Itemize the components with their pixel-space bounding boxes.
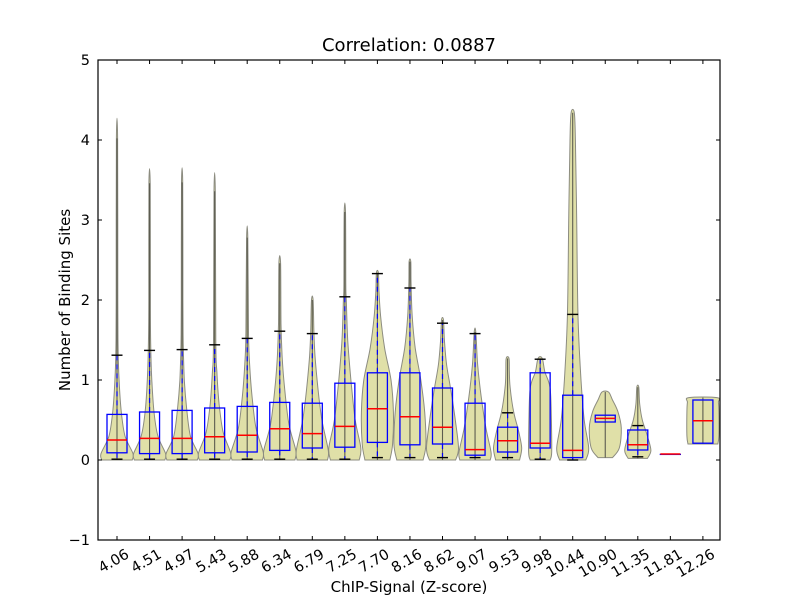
x-tick-label: 8.62 — [422, 547, 458, 577]
chart-title: Correlation: 0.0887 — [322, 35, 496, 56]
x-tick-label: 5.43 — [194, 547, 230, 577]
y-tick-label: 4 — [81, 133, 90, 149]
x-tick-label: 7.25 — [324, 547, 360, 577]
x-tick-label: 12.26 — [674, 547, 718, 582]
y-tick-label: −1 — [69, 533, 90, 549]
x-tick-label: 6.34 — [259, 547, 295, 577]
box — [171, 409, 193, 455]
box — [431, 387, 454, 445]
box — [692, 399, 714, 444]
x-tick-label: 9.07 — [454, 547, 490, 577]
axes-layer: 4.064.514.975.435.886.346.797.257.708.16… — [69, 53, 721, 582]
y-tick-label: 5 — [81, 53, 90, 69]
box — [334, 382, 356, 448]
boxplots-layer — [106, 272, 714, 461]
box — [562, 394, 584, 459]
x-tick-label: 4.97 — [161, 547, 197, 577]
violins-layer — [100, 108, 721, 461]
box — [399, 372, 421, 446]
x-tick-label: 9.53 — [487, 547, 523, 577]
box — [301, 402, 323, 449]
y-tick-label: 2 — [81, 293, 90, 309]
x-tick-label: 6.79 — [291, 547, 327, 577]
y-tick-label: 1 — [81, 373, 90, 389]
box — [366, 372, 389, 444]
x-tick-label: 7.70 — [356, 547, 392, 577]
box — [203, 407, 226, 454]
box — [496, 426, 519, 453]
x-tick-label: 5.88 — [226, 547, 262, 577]
x-tick-label: 8.16 — [389, 547, 425, 577]
box — [627, 429, 649, 451]
x-axis-label: ChIP-Signal (Z-score) — [331, 578, 488, 596]
box — [236, 405, 258, 453]
x-tick-label: 4.06 — [96, 547, 132, 577]
box — [464, 402, 486, 456]
box — [269, 401, 291, 452]
y-tick-label: 3 — [81, 213, 90, 229]
box — [529, 372, 551, 449]
y-tick-label: 0 — [81, 453, 90, 469]
x-tick-label: 4.51 — [129, 547, 165, 577]
y-axis-label: Number of Binding Sites — [56, 209, 74, 391]
box — [106, 413, 128, 454]
box — [138, 411, 161, 455]
